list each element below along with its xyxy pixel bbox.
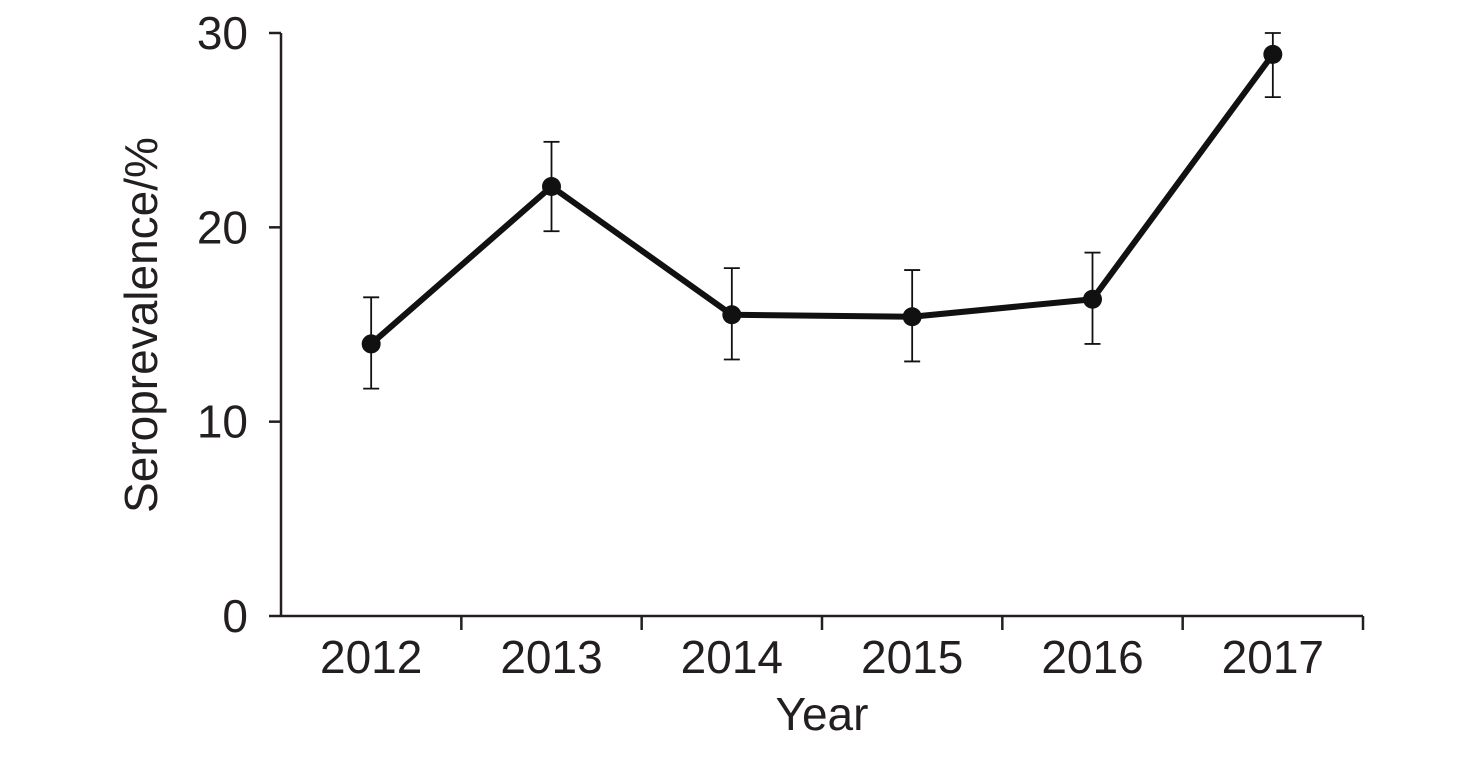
data-point	[361, 334, 381, 354]
x-axis-title: Year	[776, 688, 869, 740]
data-point	[722, 305, 742, 325]
y-tick-label: 10	[197, 396, 248, 448]
error-bars	[363, 32, 1281, 390]
x-tick-label: 2016	[1041, 631, 1143, 683]
data-point	[1263, 44, 1283, 64]
x-tick-label: 2017	[1222, 631, 1324, 683]
data-point	[1083, 289, 1102, 309]
axes	[269, 31, 1365, 630]
x-tick-label: 2014	[681, 631, 783, 683]
x-tick-label: 2012	[320, 631, 422, 683]
series-line-group	[368, 51, 1276, 347]
x-tick-label: 2015	[861, 631, 963, 683]
data-points	[361, 44, 1283, 354]
y-tick-label: 0	[222, 590, 248, 642]
series-line	[368, 51, 1276, 347]
y-tick-label: 30	[197, 7, 248, 59]
tick-labels: 0 10 20 30 2012 2013 2014 2015 2016 2017	[197, 7, 1324, 683]
x-tick-label: 2013	[500, 631, 602, 683]
y-tick-label: 20	[197, 201, 248, 253]
data-point	[542, 177, 561, 197]
y-axis-title: Seroprevalence/%	[115, 137, 167, 513]
data-point	[902, 307, 922, 327]
